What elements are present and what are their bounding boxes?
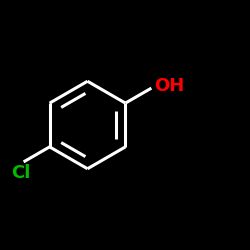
Text: OH: OH bbox=[154, 77, 184, 95]
Text: Cl: Cl bbox=[12, 164, 31, 182]
